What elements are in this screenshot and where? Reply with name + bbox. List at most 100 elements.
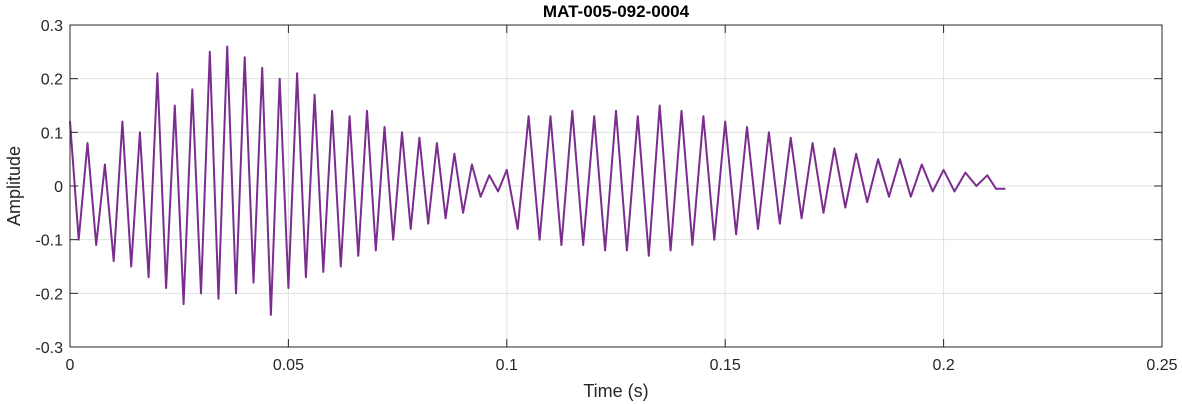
y-tick-labels: -0.3 -0.2 -0.1 0 0.1 0.2 0.3 [35, 18, 63, 357]
data-point [383, 126, 386, 128]
data-point [392, 238, 395, 241]
data-point [436, 142, 438, 144]
data-point [418, 136, 421, 139]
data-point [165, 287, 167, 289]
data-point [121, 120, 124, 123]
data-point [800, 217, 803, 219]
data-point [497, 190, 499, 193]
data-point [899, 158, 901, 160]
data-point [779, 222, 781, 225]
data-point [910, 195, 912, 198]
data-point [658, 104, 661, 107]
data-point [789, 136, 792, 139]
data-point [261, 67, 264, 69]
data-point [86, 142, 89, 144]
data-point [488, 174, 491, 177]
data-point [191, 88, 194, 91]
data-point [235, 292, 237, 295]
data-point [296, 72, 298, 75]
x-tick-label: 0.1 [496, 357, 518, 374]
data-point [147, 276, 150, 279]
data-point [680, 110, 683, 112]
data-point [278, 77, 281, 80]
data-point [453, 153, 456, 155]
data-point [921, 163, 923, 166]
series-line [69, 45, 1005, 316]
data-point [735, 233, 737, 236]
data-point [243, 56, 246, 58]
data-point [462, 212, 464, 214]
data-point [877, 158, 879, 160]
data-point [648, 255, 650, 257]
data-point [986, 174, 989, 177]
y-tick-label: 0.1 [41, 125, 63, 142]
series-layer [69, 45, 1006, 316]
data-point [104, 163, 106, 166]
y-tick-label: 0.2 [41, 72, 63, 89]
data-point [305, 276, 307, 279]
data-point [401, 131, 403, 134]
data-point [768, 131, 770, 134]
data-point [702, 115, 705, 117]
chart-title: MAT-005-092-0004 [543, 2, 690, 21]
grid-lines [69, 24, 1163, 348]
data-point [757, 228, 759, 230]
data-point [479, 195, 482, 198]
data-point [156, 72, 159, 75]
data-point [995, 187, 997, 190]
data-point [811, 142, 814, 144]
data-point [724, 120, 726, 123]
x-tick-labels: 0 0.05 0.1 0.15 0.2 0.25 [66, 357, 1178, 374]
data-point [331, 110, 333, 112]
y-tick-label: 0.3 [41, 18, 63, 35]
data-point [931, 190, 934, 193]
data-point [822, 212, 825, 214]
data-point [538, 238, 541, 241]
data-point [139, 131, 141, 134]
data-point [746, 126, 748, 128]
data-point [866, 201, 868, 203]
data-point [471, 163, 473, 166]
data-point [669, 249, 672, 252]
x-tick-label: 0.2 [932, 357, 954, 374]
data-point [348, 115, 351, 117]
data-point [77, 238, 80, 241]
data-point [844, 206, 847, 209]
y-tick-label: 0 [54, 179, 63, 196]
data-point [516, 228, 519, 230]
data-point [209, 51, 211, 53]
data-point [527, 115, 530, 117]
data-point [375, 249, 377, 252]
data-point [855, 153, 857, 155]
data-point [604, 249, 606, 252]
data-point [313, 94, 316, 96]
x-tick-label: 0 [66, 357, 75, 374]
y-tick-label: -0.1 [35, 233, 63, 250]
data-point [964, 171, 967, 174]
data-point [427, 222, 430, 225]
data-point [270, 314, 272, 316]
data-point [366, 110, 368, 112]
data-point [287, 287, 290, 289]
x-tick-label: 0.05 [273, 357, 304, 374]
data-point [549, 115, 552, 117]
data-point [226, 45, 228, 48]
data-point [182, 303, 185, 305]
data-point [200, 292, 202, 295]
data-point [357, 255, 360, 257]
data-point [593, 115, 595, 117]
data-point [713, 238, 716, 241]
data-point [322, 271, 325, 273]
data-point [637, 115, 639, 117]
tick-marks [69, 24, 1163, 348]
x-tick-label: 0.25 [1146, 357, 1177, 374]
data-point [615, 110, 617, 112]
data-point [409, 228, 412, 230]
data-point [560, 244, 563, 246]
data-point [444, 217, 447, 219]
data-point [1004, 187, 1006, 190]
data-point [888, 195, 890, 198]
data-point [130, 265, 132, 268]
data-point [112, 260, 115, 262]
